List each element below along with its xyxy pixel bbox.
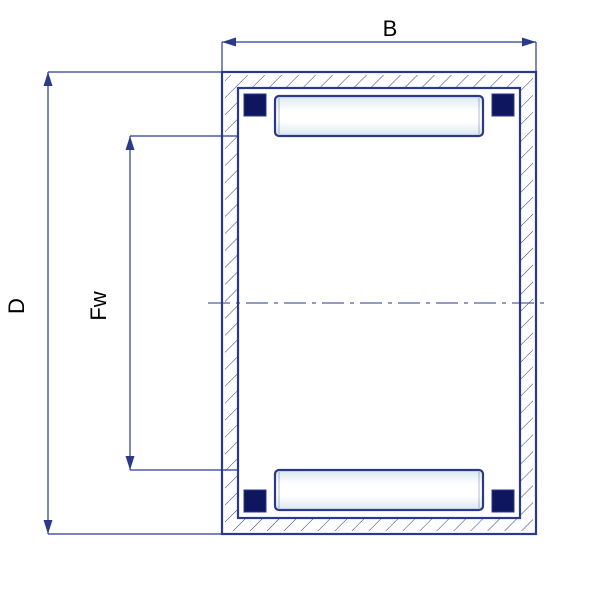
roller-top — [275, 96, 483, 136]
label-b: B — [383, 16, 398, 41]
arrowhead — [126, 456, 135, 470]
arrowhead — [522, 38, 536, 47]
arrowhead — [44, 72, 53, 86]
label-fw: Fw — [86, 291, 111, 320]
roller-bottom — [275, 470, 483, 510]
technical-drawing: B D Fw — [0, 0, 600, 600]
arrowhead — [222, 38, 236, 47]
retainer-tl — [244, 94, 266, 116]
label-d: D — [4, 298, 29, 314]
retainer-br — [492, 490, 514, 512]
arrowhead — [126, 136, 135, 150]
arrowhead — [44, 520, 53, 534]
retainer-bl — [244, 490, 266, 512]
retainer-tr — [492, 94, 514, 116]
